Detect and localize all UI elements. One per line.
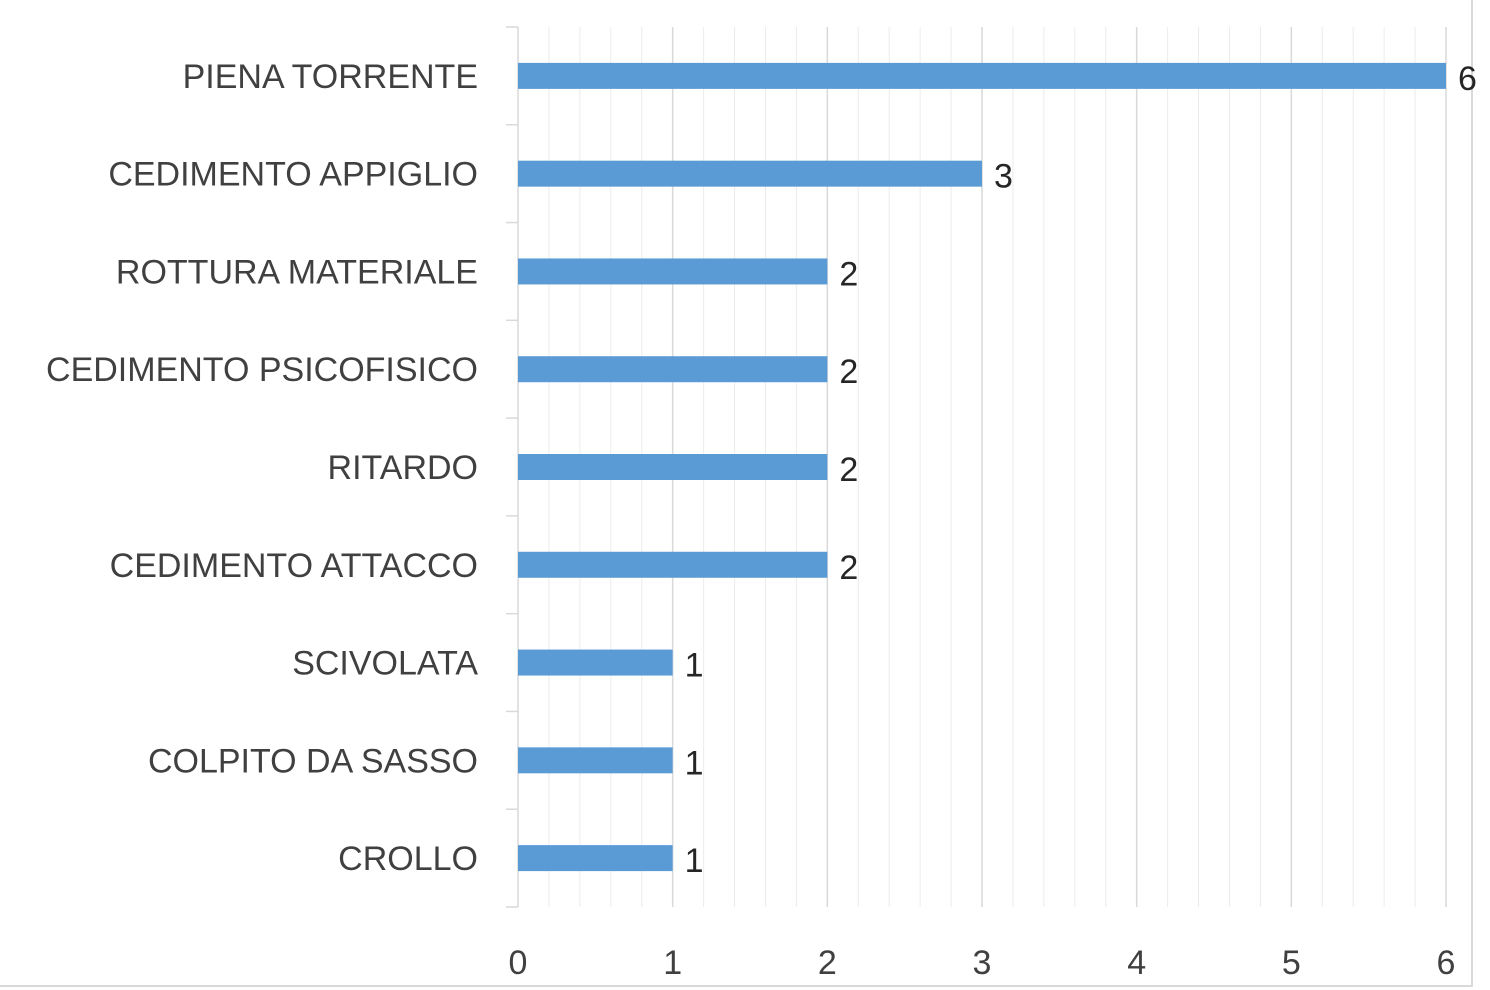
bar (518, 845, 673, 872)
x-tick-label: 5 (1282, 944, 1301, 982)
data-label: 2 (839, 549, 858, 587)
category-label: CROLLO (338, 840, 478, 878)
bar (518, 160, 982, 187)
x-tick-label: 6 (1437, 944, 1456, 982)
data-label: 2 (839, 451, 858, 489)
category-label: PIENA TORRENTE (183, 58, 478, 96)
x-tick-label: 4 (1127, 944, 1146, 982)
x-tick-label: 2 (818, 944, 837, 982)
bar (518, 356, 828, 383)
category-label: CEDIMENTO PSICOFISICO (46, 351, 478, 389)
data-label: 6 (1458, 60, 1477, 98)
bar (518, 454, 828, 480)
category-label: CEDIMENTO ATTACCO (110, 547, 478, 585)
data-label: 1 (685, 647, 704, 685)
category-label: CEDIMENTO APPIGLIO (108, 156, 478, 194)
bar (518, 551, 828, 578)
x-tick-label: 1 (663, 944, 682, 982)
label-layer: 0 1 2 3 4 5 6 PIENA TORRENTE 6 CEDIMENTO APPIGLIO… (46, 58, 1477, 982)
data-label: 2 (839, 255, 858, 293)
bar (518, 649, 673, 676)
bar (518, 258, 828, 285)
x-tick-label: 0 (509, 944, 528, 982)
data-label: 1 (685, 842, 704, 880)
axis-layer (506, 26, 519, 908)
x-tick-label: 3 (973, 944, 992, 982)
category-label: COLPITO DA SASSO (148, 742, 478, 780)
bar (518, 62, 1446, 89)
bar (518, 747, 673, 774)
category-label: ROTTURA MATERIALE (116, 253, 478, 291)
data-label: 1 (685, 744, 704, 782)
category-label: SCIVOLATA (292, 645, 478, 683)
category-label: RITARDO (328, 449, 478, 487)
data-label: 2 (839, 353, 858, 391)
data-label: 3 (994, 158, 1013, 196)
bar-layer (518, 62, 1446, 872)
